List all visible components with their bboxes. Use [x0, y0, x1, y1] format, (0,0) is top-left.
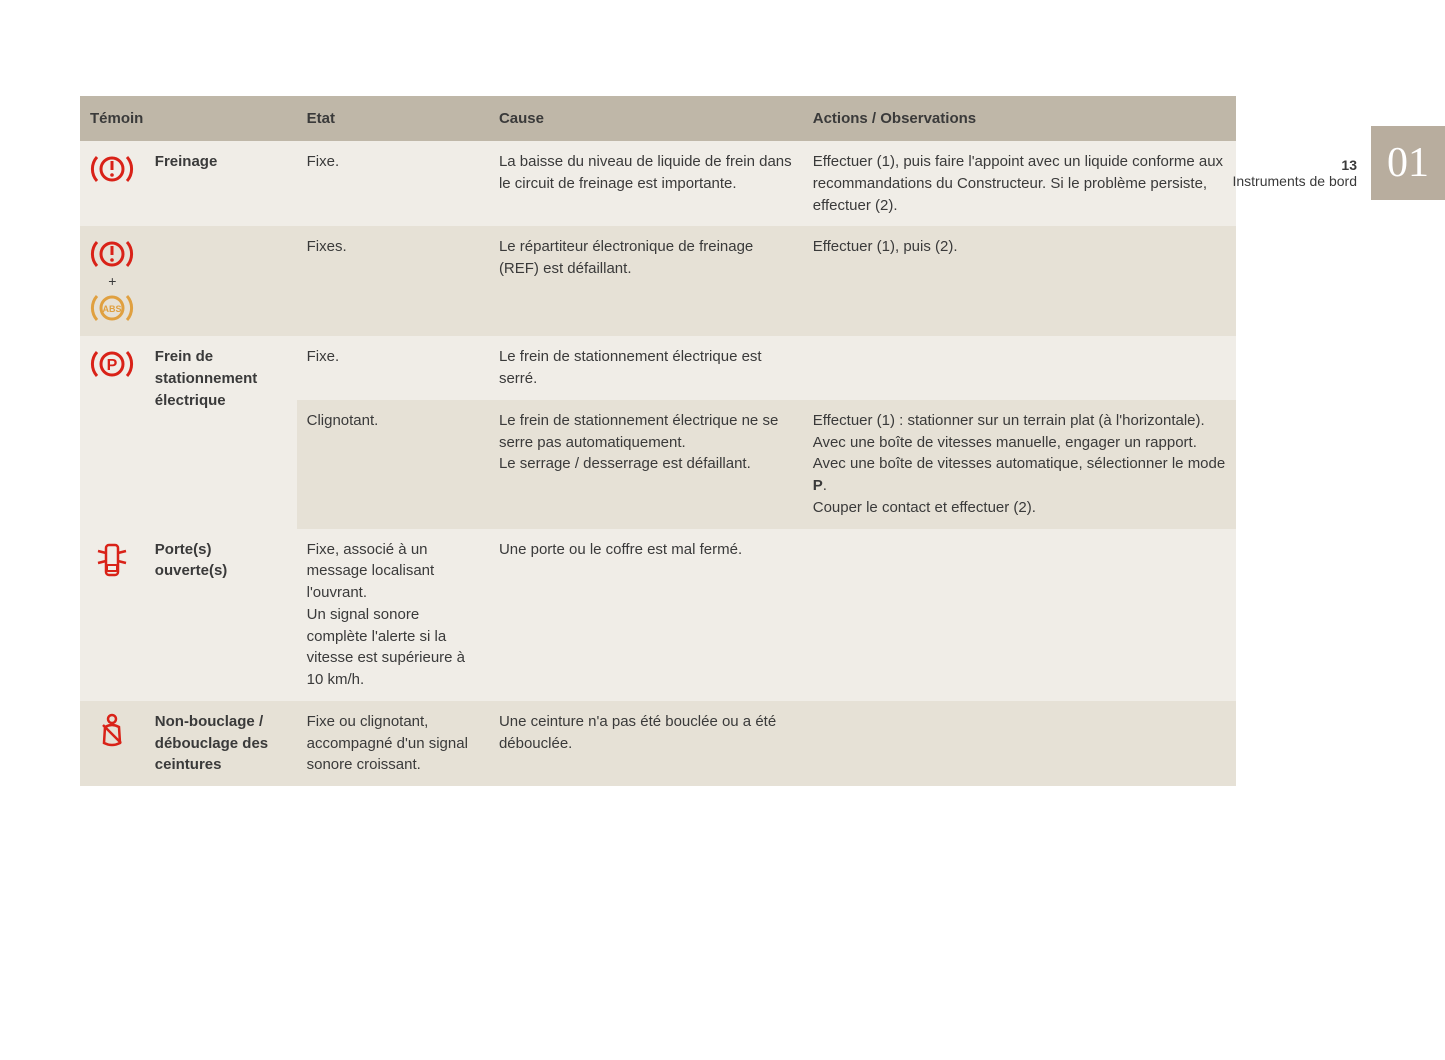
- page-number: 13: [1232, 157, 1357, 173]
- icon-cell: [80, 141, 145, 226]
- etat-cell: Fixes.: [297, 226, 489, 336]
- table-row: + ABS Fixes. Le répartiteur électronique…: [80, 226, 1236, 336]
- cause-cell: Une ceinture n'a pas été bouclée ou a ét…: [489, 701, 803, 786]
- etat-cell: Fixe.: [297, 141, 489, 226]
- action-cell: Effectuer (1), puis faire l'appoint avec…: [803, 141, 1236, 226]
- col-header-temoin: Témoin: [80, 96, 297, 141]
- cause-cell: Le répartiteur électronique de freinage …: [489, 226, 803, 336]
- icon-cell: [80, 701, 145, 786]
- icon-cell: + ABS: [80, 226, 145, 336]
- brake-warning-icon: [90, 236, 134, 272]
- warning-name: Porte(s) ouverte(s): [145, 529, 297, 701]
- table-row: Non-bouclage / débouclage des ceintures …: [80, 701, 1236, 786]
- action-cell: Effectuer (1) : stationner sur un terrai…: [803, 400, 1236, 529]
- section-title: Instruments de bord: [1232, 173, 1357, 189]
- svg-text:P: P: [107, 357, 118, 374]
- svg-text:ABS: ABS: [103, 304, 122, 314]
- cause-cell: Le frein de stationnement électrique ne …: [489, 400, 803, 529]
- abs-warning-icon: ABS: [90, 290, 134, 326]
- action-cell: [803, 529, 1236, 701]
- etat-cell: Fixe, associé à un message localisant l'…: [297, 529, 489, 701]
- warning-name: [145, 226, 297, 336]
- cause-cell: Une porte ou le coffre est mal fermé.: [489, 529, 803, 701]
- page-header: 13 Instruments de bord 01: [1232, 126, 1445, 200]
- table-row: P Frein de stationnement électrique Fixe…: [80, 336, 1236, 400]
- etat-cell: Clignotant.: [297, 400, 489, 529]
- action-cell: Effectuer (1), puis (2).: [803, 226, 1236, 336]
- action-cell: [803, 336, 1236, 400]
- parking-brake-icon: P: [90, 346, 134, 382]
- brake-warning-icon: [90, 151, 134, 187]
- col-header-cause: Cause: [489, 96, 803, 141]
- plus-separator: +: [108, 274, 116, 288]
- cause-cell: La baisse du niveau de liquide de frein …: [489, 141, 803, 226]
- table-row: Freinage Fixe. La baisse du niveau de li…: [80, 141, 1236, 226]
- header-text: 13 Instruments de bord: [1232, 157, 1357, 189]
- seatbelt-icon: [96, 711, 128, 749]
- table-row: Porte(s) ouverte(s) Fixe, associé à un m…: [80, 529, 1236, 701]
- chapter-badge: 01: [1371, 126, 1445, 200]
- warning-name: Non-bouclage / débouclage des ceintures: [145, 701, 297, 786]
- col-header-etat: Etat: [297, 96, 489, 141]
- warning-lights-table: Témoin Etat Cause Actions / Observations…: [80, 96, 1236, 786]
- cause-cell: Le frein de stationnement électrique est…: [489, 336, 803, 400]
- etat-cell: Fixe.: [297, 336, 489, 400]
- icon-cell: [80, 529, 145, 701]
- table-header-row: Témoin Etat Cause Actions / Observations: [80, 96, 1236, 141]
- icon-cell: P: [80, 336, 145, 528]
- etat-cell: Fixe ou clignotant, accompagné d'un sign…: [297, 701, 489, 786]
- warning-name: Frein de stationnement électrique: [145, 336, 297, 528]
- warning-name: Freinage: [145, 141, 297, 226]
- action-cell: [803, 701, 1236, 786]
- door-open-icon: [94, 539, 130, 581]
- col-header-actions: Actions / Observations: [803, 96, 1236, 141]
